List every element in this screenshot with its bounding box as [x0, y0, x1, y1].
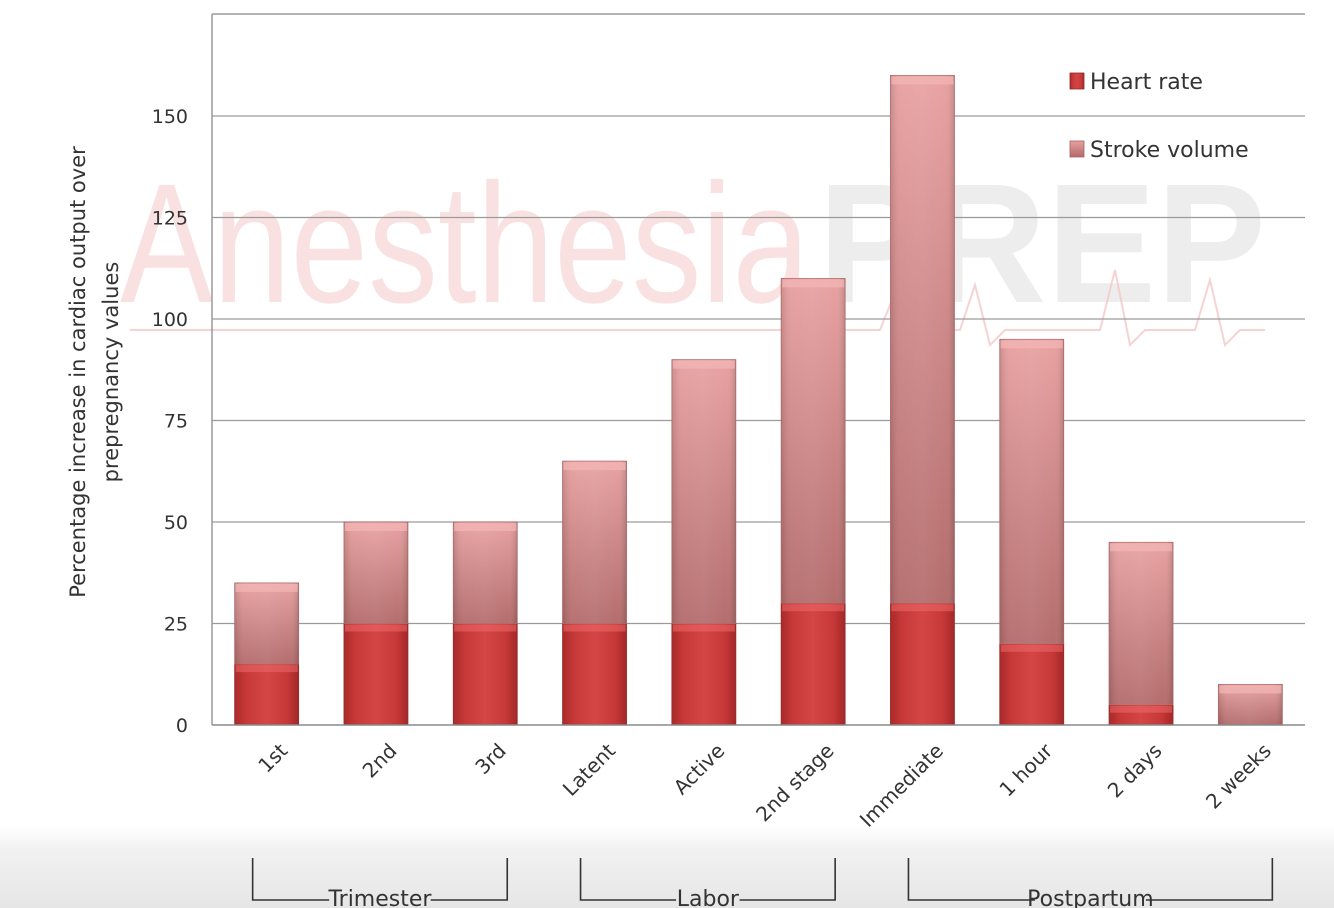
y-tick-label-125: 125: [152, 208, 188, 230]
y-tick-label-50: 50: [164, 512, 188, 534]
bar-stroke-volume-shade-2nd: [343, 522, 408, 624]
bar-stroke-volume-shade-latent: [562, 461, 627, 624]
bar-stroke-volume-shade-1-hour: [999, 339, 1064, 644]
x-tick-label-3rd: 3rd: [470, 739, 511, 780]
bar-heart-rate-2nd-stage: [780, 602, 846, 726]
bar-stroke-volume-highlight-1st: [235, 583, 298, 592]
group-label-postpartum: Postpartum: [1027, 887, 1154, 908]
x-tick-label-2-days: 2 days: [1103, 739, 1167, 803]
bar-heart-rate-highlight-1st: [235, 665, 298, 673]
y-tick-label-75: 75: [164, 411, 188, 433]
bar-heart-rate-active: [671, 623, 737, 726]
y-tick-label-150: 150: [152, 106, 188, 128]
x-tick-labels: 1st 2nd 3rd Latent Active 2nd stage Immediate 1…: [253, 738, 1276, 832]
watermark-text-anesthesia: Anesthesia: [120, 149, 810, 339]
watermark-ekg-line: [130, 269, 1265, 348]
group-bracket-trimester: [251, 858, 509, 901]
bar-heart-rate-highlight-latent: [563, 624, 626, 632]
bar-stroke-volume-highlight-immediate: [891, 76, 954, 85]
watermark-text-prep: PREP: [818, 149, 1266, 339]
bar-stroke-volume-highlight-3rd: [454, 523, 517, 531]
legend-label-heart-rate: Heart rate: [1090, 70, 1203, 95]
bar-heart-rate-highlight-1-hour: [1000, 644, 1063, 652]
bar-heart-rate-immediate: [890, 602, 955, 726]
y-tick-label-100: 100: [152, 309, 188, 331]
x-tick-label-immediate: Immediate: [855, 739, 948, 832]
x-tick-label-2-weeks: 2 weeks: [1201, 739, 1276, 814]
x-tick-label-2nd: 2nd: [358, 739, 402, 783]
bar-heart-rate-3rd: [452, 623, 518, 726]
bar-stroke-volume-shade-2-days: [1109, 542, 1174, 705]
bar-stroke-volume-shade-3rd: [453, 522, 518, 624]
y-tick-label-25: 25: [164, 614, 188, 636]
x-tick-label-1-hour: 1 hour: [994, 738, 1057, 801]
group-bracket-postpartum: [907, 858, 1274, 901]
bar-heart-rate-highlight-active: [672, 624, 735, 632]
group-label-labor: Labor: [677, 887, 740, 908]
y-tick-label-0: 0: [176, 715, 188, 737]
watermark-logo: Anesthesia PREP: [120, 149, 1266, 348]
bar-stroke-volume-shade-2nd-stage: [781, 278, 846, 604]
legend-swatch-stroke-volume: [1069, 140, 1085, 158]
bar-stroke-volume-highlight-1-hour: [1000, 340, 1063, 349]
bar-stroke-volume-highlight-2nd: [344, 523, 407, 531]
bar-stroke-volume-highlight-latent: [563, 462, 626, 471]
legend: Heart rate Stroke volume: [1069, 70, 1249, 163]
bar-stroke-volume-shade-1st: [234, 582, 299, 665]
bar-stroke-volume-shade-immediate: [890, 75, 955, 604]
bar-heart-rate-highlight-2nd-stage: [782, 604, 845, 612]
y-axis-title-line2: prepregnancy values: [99, 262, 123, 483]
bar-heart-rate-1st: [234, 663, 300, 726]
x-tick-label-2nd-stage: 2nd stage: [751, 739, 839, 827]
bar-heart-rate-highlight-2nd: [344, 624, 407, 632]
x-tick-label-1st: 1st: [253, 738, 292, 777]
bar-stroke-volume-highlight-active: [672, 360, 735, 369]
bar-heart-rate-1-hour: [999, 643, 1065, 726]
y-tick-labels: 0 25 50 75 100 125 150: [152, 106, 188, 737]
bar-heart-rate-highlight-2-days: [1110, 705, 1173, 713]
bars: [234, 75, 1283, 726]
legend-swatch-heart-rate: [1069, 72, 1085, 90]
bar-heart-rate-highlight-3rd: [454, 624, 517, 632]
y-axis-title: Percentage increase in cardiac output ov…: [66, 146, 123, 598]
bar-heart-rate-latent: [562, 623, 627, 726]
x-tick-label-active: Active: [669, 739, 730, 800]
x-tick-label-latent: Latent: [558, 738, 620, 800]
category-group-brackets: Trimester Labor Postpartum: [251, 858, 1274, 908]
bar-stroke-volume-highlight-2nd-stage: [782, 279, 845, 288]
bar-heart-rate-highlight-immediate: [891, 604, 954, 612]
legend-label-stroke-volume: Stroke volume: [1090, 138, 1249, 163]
group-label-trimester: Trimester: [327, 887, 432, 908]
bar-stroke-volume-highlight-2-weeks: [1219, 685, 1282, 694]
bar-stroke-volume-shade-active: [671, 359, 736, 624]
bar-stroke-volume-highlight-2-days: [1110, 543, 1173, 552]
y-axis-title-line1: Percentage increase in cardiac output ov…: [66, 146, 90, 598]
bar-heart-rate-2nd: [343, 623, 409, 726]
group-bracket-labor: [579, 858, 836, 901]
